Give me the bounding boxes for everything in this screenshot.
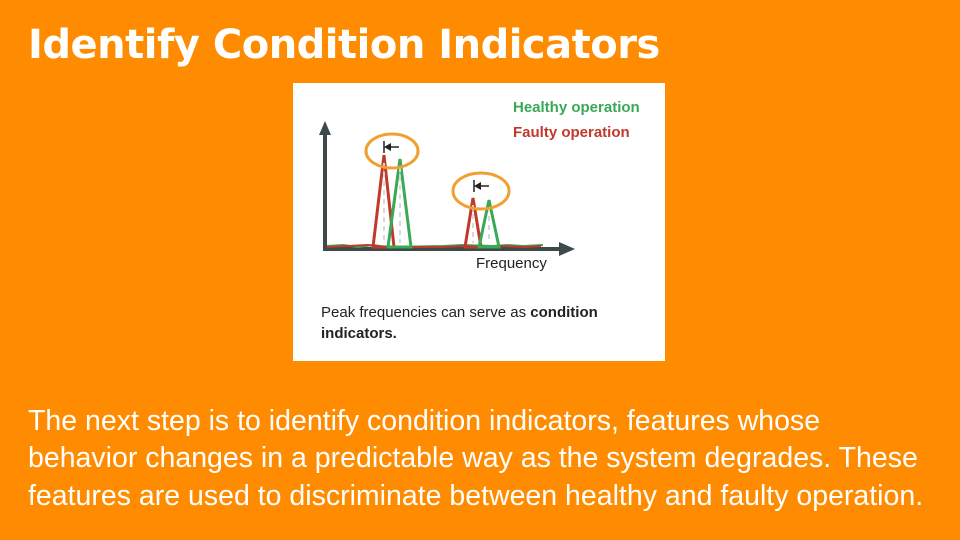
spectrum-figure: Healthy operation Faulty operation Frequ… (293, 83, 665, 361)
faulty-baseline (326, 243, 542, 249)
caption-bold: condition indicators. (321, 304, 598, 342)
body-text: The next step is to identify condition i… (28, 404, 924, 512)
legend-healthy: Healthy operation (513, 99, 640, 116)
caption-text: Peak frequencies can serve as (321, 304, 531, 321)
x-axis-arrow (559, 242, 575, 256)
healthy-peak-1 (386, 158, 413, 249)
slide-title: Identify Condition Indicators (28, 22, 660, 68)
figure-caption: Peak frequencies can serve as condition … (321, 302, 621, 344)
y-axis-arrow (319, 121, 331, 135)
healthy-peak-2 (477, 199, 501, 249)
spectrum-diagram (319, 121, 575, 256)
highlight-circle-2 (451, 171, 511, 211)
x-axis-label: Frequency (476, 255, 547, 272)
legend-faulty: Faulty operation (513, 124, 630, 141)
faulty-peak-1 (371, 154, 396, 249)
shift-arrow-2 (474, 182, 481, 190)
faulty-peak-2 (463, 197, 483, 249)
highlight-circle-1 (364, 132, 420, 170)
shift-arrow-1 (384, 143, 391, 151)
